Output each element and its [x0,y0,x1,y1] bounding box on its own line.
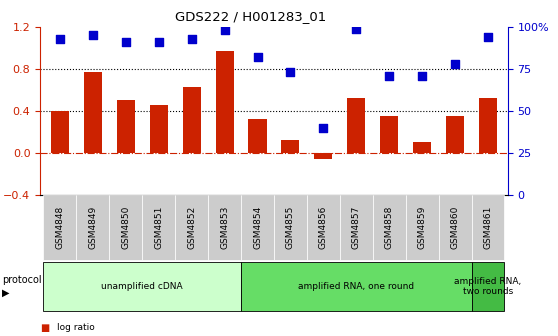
Text: GSM4856: GSM4856 [319,206,328,249]
Text: GSM4861: GSM4861 [484,206,493,249]
Bar [479,98,497,153]
Text: protocol: protocol [2,275,41,285]
Text: ■: ■ [40,323,50,333]
Text: ■: ■ [40,335,50,336]
Bar [84,72,102,153]
Text: GSM4854: GSM4854 [253,206,262,249]
Text: log ratio: log ratio [57,323,95,332]
Text: GSM4851: GSM4851 [154,206,163,249]
Bar [281,140,300,153]
Point [55,36,64,41]
Bar [182,87,201,153]
Text: GDS222 / H001283_01: GDS222 / H001283_01 [175,10,327,23]
Text: GSM4859: GSM4859 [417,206,427,249]
Point [121,39,130,45]
Point [88,33,97,38]
Point [352,26,361,31]
Point [187,36,196,41]
Text: GSM4858: GSM4858 [384,206,394,249]
Text: GSM4855: GSM4855 [286,206,295,249]
Text: GSM4853: GSM4853 [220,206,229,249]
Point [385,73,394,78]
Bar [314,153,333,159]
Point [286,70,295,75]
Text: unamplified cDNA: unamplified cDNA [102,282,183,291]
Point [484,34,493,40]
Bar [347,98,365,153]
Point [154,39,163,45]
Text: GSM4852: GSM4852 [187,206,196,249]
Text: GSM4849: GSM4849 [88,206,97,249]
Bar [51,111,69,153]
Point [253,54,262,60]
Bar [150,104,168,153]
Point [319,125,328,130]
Text: GSM4850: GSM4850 [121,206,131,249]
Bar [117,100,135,153]
Bar [215,51,234,153]
Bar [380,116,398,153]
Bar [248,119,267,153]
Point [220,28,229,33]
Bar [446,116,464,153]
Text: amplified RNA,
two rounds: amplified RNA, two rounds [454,277,522,296]
Text: GSM4848: GSM4848 [55,206,64,249]
Text: ▶: ▶ [2,288,9,298]
Bar [413,142,431,153]
Text: GSM4857: GSM4857 [352,206,361,249]
Point [451,61,460,67]
Text: amplified RNA, one round: amplified RNA, one round [298,282,415,291]
Point [418,73,427,78]
Text: GSM4860: GSM4860 [451,206,460,249]
